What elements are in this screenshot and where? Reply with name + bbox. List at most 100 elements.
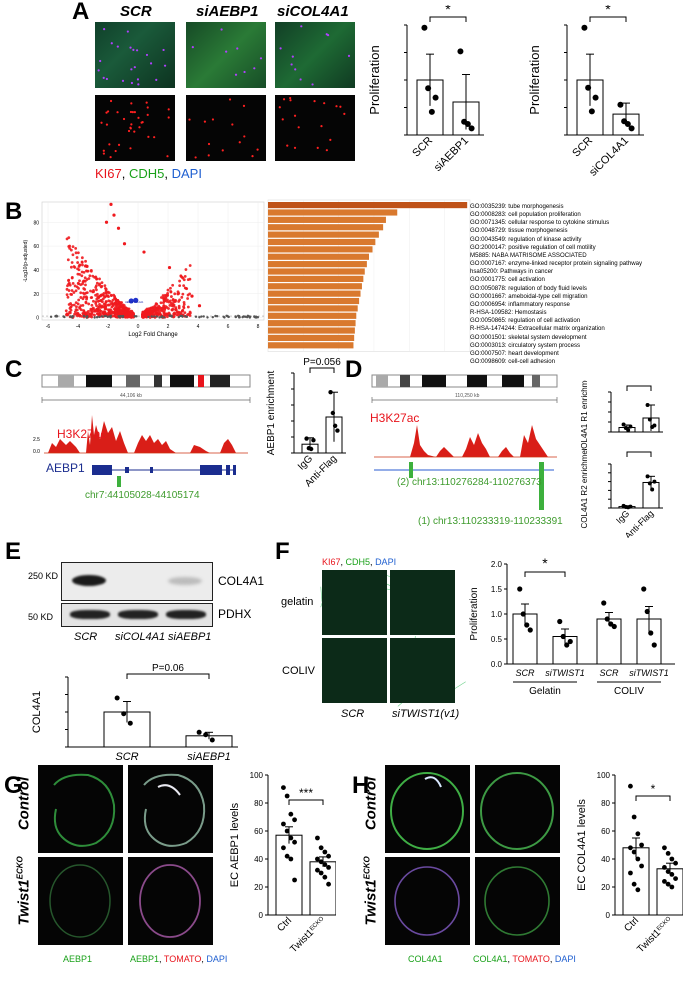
nucleus-dot	[121, 79, 125, 82]
volcano-point	[190, 294, 194, 298]
volcano-point-ns	[202, 315, 205, 318]
nucleus-dot	[325, 149, 328, 152]
volcano-point	[111, 302, 115, 306]
volcano-point-ns	[254, 315, 258, 318]
volcano-point	[93, 275, 96, 279]
x-tick-label: -6	[46, 324, 51, 330]
data-point	[557, 618, 563, 625]
volcano-point	[67, 278, 71, 282]
data-point	[635, 831, 641, 837]
data-point	[564, 642, 570, 648]
data-point	[628, 125, 635, 132]
volcano-point-ns	[100, 315, 104, 318]
nucleus-dot	[138, 126, 141, 129]
volcano-point	[71, 245, 75, 249]
volcano-point	[78, 264, 81, 267]
data-point	[322, 874, 328, 880]
volcano-point	[116, 226, 121, 230]
go-term-label: GO:0050878: regulation of body fluid lev…	[470, 284, 587, 292]
go-bar	[268, 297, 360, 305]
nucleus-dot	[162, 48, 165, 52]
volcano-point	[144, 313, 147, 317]
volcano-point	[81, 282, 84, 286]
nucleus-dot	[299, 78, 302, 81]
go-term-label: R-HSA-1474244: Extracellular matrix orga…	[470, 325, 605, 333]
x-tick-label: Twist1ECKO	[288, 915, 328, 955]
nucleus-dot	[133, 111, 136, 114]
go-term-label: GO:0001501: skeletal system development	[470, 333, 587, 341]
nucleus-dot	[146, 106, 149, 109]
f-image-coliv-sitwist1	[390, 638, 455, 703]
y-tick-label: 80	[33, 220, 39, 226]
significance-bracket	[309, 367, 335, 373]
volcano-point	[105, 294, 109, 298]
volcano-point	[68, 306, 72, 310]
go-bar	[268, 224, 384, 231]
nucleus-dot	[278, 106, 281, 109]
go-term-label: GO:0071345: cellular response to cytokin…	[470, 219, 610, 227]
f-col-label-scr: SCR	[341, 708, 365, 720]
nucleus-dot	[242, 104, 246, 108]
d-track-kb: 110,250 kb	[455, 393, 480, 399]
volcano-point	[100, 300, 104, 304]
volcano-point	[174, 308, 178, 311]
nucleus-dot	[207, 154, 210, 157]
volcano-point	[76, 267, 79, 271]
e-lane-scr: SCR	[74, 631, 98, 643]
volcano-point-ns	[243, 315, 247, 318]
volcano-point	[87, 302, 91, 306]
volcano-point	[131, 313, 135, 317]
a-col-label-siaebp1: siAEBP1	[196, 3, 259, 20]
volcano-point	[80, 274, 84, 278]
g-row-label-control: Control	[15, 776, 33, 831]
volcano-point	[181, 292, 185, 296]
y-tick-label: 80	[254, 799, 263, 808]
nucleus-dot	[133, 66, 136, 69]
volcano-point	[70, 261, 74, 264]
volcano-point	[64, 309, 68, 313]
a-legend: KI67, CDH5, DAPI	[95, 166, 202, 181]
nucleus-dot	[225, 50, 228, 53]
x-tick-label: 8	[257, 324, 260, 330]
volcano-point	[88, 274, 92, 278]
volcano-point	[98, 303, 101, 306]
highlight-point-col4a1	[133, 297, 139, 303]
y-tick-label: 100	[250, 771, 264, 780]
data-point	[330, 410, 336, 416]
volcano-point	[124, 312, 128, 316]
volcano-point	[81, 311, 85, 315]
volcano-point	[67, 236, 71, 240]
go-bar	[268, 253, 369, 260]
significance-bracket	[126, 673, 210, 679]
volcano-point-ns	[117, 315, 120, 318]
nucleus-dot	[105, 123, 109, 126]
volcano-point	[66, 258, 70, 262]
volcano-point-ns	[55, 314, 58, 318]
volcano-point	[68, 310, 71, 314]
volcano-point	[80, 260, 84, 264]
data-point	[292, 877, 297, 883]
volcano-point	[94, 285, 98, 289]
a-image-merge-sicol4a1	[275, 22, 355, 88]
nucleus-dot	[231, 123, 234, 126]
y-axis-label: EC COL4A1 levels	[576, 799, 588, 891]
x-tick-label: siCOL4A1	[587, 135, 631, 179]
volcano-point	[118, 311, 122, 315]
x-tick-label: 2	[167, 324, 170, 330]
volcano-point	[70, 289, 74, 292]
d-peak-marker-2	[409, 462, 413, 478]
g-bottom-label-right: AEBP1, TOMATO, DAPI	[130, 954, 228, 964]
volcano-point	[78, 279, 81, 283]
volcano-point	[74, 251, 78, 255]
volcano-point	[142, 250, 146, 254]
data-point	[669, 872, 675, 877]
y-tick-label: 0	[36, 316, 39, 322]
volcano-point	[69, 265, 73, 269]
volcano-point	[79, 304, 83, 307]
go-term-label: GO:0001775: cell activation	[470, 276, 545, 284]
volcano-point	[80, 314, 84, 318]
data-point	[611, 623, 617, 630]
volcano-point	[159, 301, 163, 305]
volcano-point	[182, 278, 186, 282]
